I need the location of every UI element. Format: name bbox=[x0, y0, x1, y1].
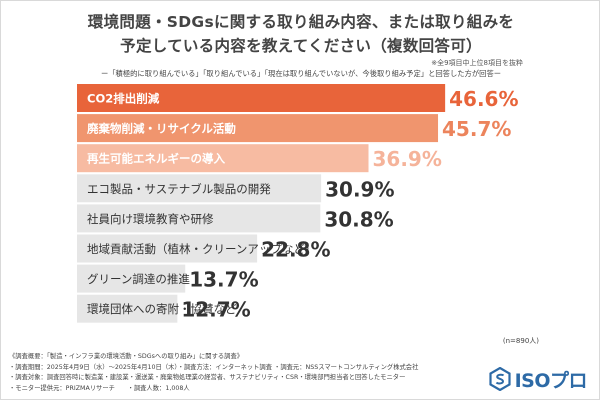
value-label: 30.8% bbox=[324, 207, 393, 231]
category-label: エコ製品・サステナブル製品の開発 bbox=[87, 182, 271, 196]
respondent-subtitle: ー「積極的に取り組んでいる」「取り組んでいる」「現在は取り組んでいないが、今後取… bbox=[100, 69, 502, 78]
bar bbox=[77, 234, 258, 263]
selection-note: ※全9項目中上位8項目を抜粋 bbox=[431, 59, 523, 67]
bar bbox=[77, 294, 178, 323]
brand-logo: ISOプロ bbox=[488, 366, 588, 392]
bar bbox=[77, 204, 321, 233]
hexagon-s-icon bbox=[488, 367, 511, 391]
survey-line: ・調査期間：2025年4月9日（水）〜2025年4月10日（木）・調査方法：イン… bbox=[9, 363, 419, 371]
value-label: 12.7% bbox=[181, 298, 250, 322]
value-label: 46.6% bbox=[449, 87, 518, 111]
category-label: グリーン調達の推進 bbox=[87, 272, 190, 286]
category-label: CO2排出削減 bbox=[87, 92, 160, 106]
value-label: 22.8% bbox=[261, 238, 330, 262]
category-label: 社員向け環境教育や研修 bbox=[87, 212, 214, 226]
survey-line: 《調査概要：「製造・インフラ業の環境活動・SDGsへの取り組み」に関する調査》 bbox=[9, 353, 244, 360]
bar bbox=[77, 174, 322, 203]
survey-overview: 《調査概要：「製造・インフラ業の環境活動・SDGsへの取り組み」に関する調査》 … bbox=[9, 352, 418, 394]
value-label: 13.7% bbox=[189, 268, 258, 292]
bar bbox=[77, 264, 186, 293]
survey-line: ・モニター提供元：PRIZMAリサーチ ・調査人数：1,008人 bbox=[9, 384, 190, 392]
category-label: 地域貢献活動（植林・クリーンアップなど） bbox=[87, 242, 316, 256]
bar bbox=[77, 84, 446, 112]
sample-size: (n=890人) bbox=[502, 337, 539, 345]
page-title-line-2: 予定している内容を教えてください（複数回答可） bbox=[120, 37, 482, 55]
value-label: 45.7% bbox=[442, 117, 511, 141]
page-title-line-1: 環境問題・SDGsに関する取り組み内容、または取り組みを bbox=[87, 13, 515, 31]
category-label: 環境団体への寄附・協賛など bbox=[87, 302, 237, 316]
brand-name: ISOプロ bbox=[514, 369, 588, 392]
category-label: 廃棄物削減・リサイクル活動 bbox=[87, 122, 236, 136]
bar bbox=[77, 144, 369, 173]
category-label: 再生可能エネルギーの導入 bbox=[87, 152, 225, 166]
value-label: 30.9% bbox=[325, 177, 394, 201]
survey-line: ・調査対象：調査回答時に製造業・建設業・運送業・廃棄物処理業の経営者、サステナビ… bbox=[9, 374, 406, 382]
bar bbox=[77, 114, 439, 143]
value-label: 36.9% bbox=[373, 147, 442, 171]
